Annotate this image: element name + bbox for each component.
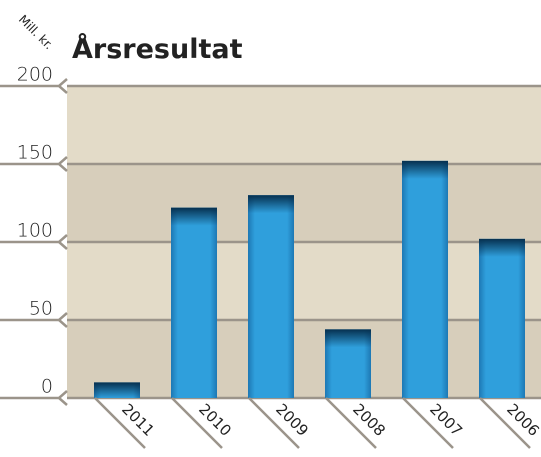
chart-title: Årsresultat — [72, 33, 243, 65]
plot-band — [67, 86, 541, 164]
bar — [479, 238, 525, 398]
grid-line — [0, 390, 541, 406]
x-tick-label: 2006 — [503, 400, 541, 440]
x-tick-label: 2009 — [272, 400, 312, 440]
bar — [248, 195, 294, 398]
y-tick-label: 200 — [17, 64, 53, 86]
x-tick — [248, 397, 300, 449]
grid-line — [0, 312, 541, 328]
plot-band — [67, 164, 541, 242]
x-tick — [479, 397, 531, 449]
grid-line — [0, 234, 541, 250]
plot-band — [67, 242, 541, 320]
bar — [171, 207, 217, 398]
grid-line — [0, 78, 541, 94]
bar-shade — [325, 329, 371, 348]
bar-shade — [171, 207, 217, 226]
y-tick-label: 50 — [29, 298, 53, 320]
bar-shade — [248, 195, 294, 214]
x-tick — [94, 397, 146, 449]
x-tick — [402, 397, 454, 449]
y-axis-label: Mill. kr. — [16, 12, 56, 52]
y-tick-label: 0 — [41, 376, 53, 398]
grid-line — [0, 156, 541, 172]
plot-background — [67, 86, 541, 398]
x-tick — [171, 397, 223, 449]
y-tick-label: 100 — [17, 220, 53, 242]
y-tick-label: 150 — [17, 142, 53, 164]
bar — [402, 160, 448, 398]
bar-shade — [479, 238, 525, 257]
plot-band — [67, 320, 541, 398]
x-tick — [325, 397, 377, 449]
bar-shade — [94, 382, 140, 398]
x-tick-label: 2011 — [118, 400, 158, 440]
x-tick-label: 2007 — [426, 400, 466, 440]
x-tick-label: 2010 — [195, 400, 235, 440]
x-tick-label: 2008 — [349, 400, 389, 440]
bar-shade — [402, 160, 448, 179]
